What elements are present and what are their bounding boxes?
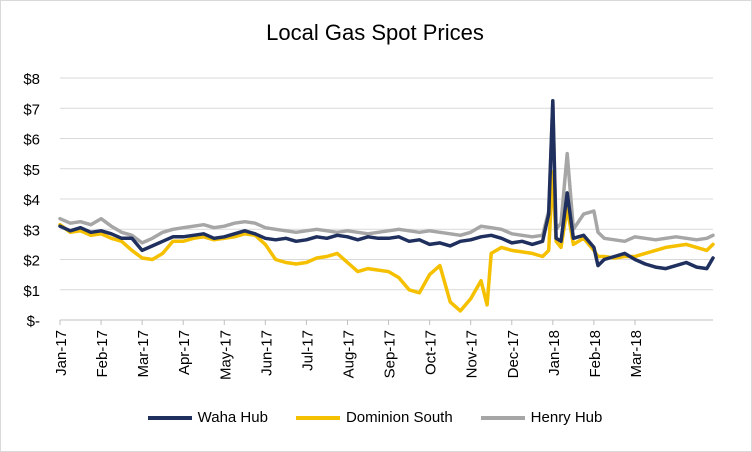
series-line-waha-hub xyxy=(58,98,715,271)
x-tick-label: Apr-17 xyxy=(176,330,193,375)
x-tick-label: May-17 xyxy=(217,330,234,380)
legend-label-waha: Waha Hub xyxy=(197,409,268,426)
y-tick-label: $2 xyxy=(23,253,40,270)
y-tick-label: $1 xyxy=(23,283,40,300)
x-tick-label: Jul-17 xyxy=(299,330,316,371)
series-group xyxy=(58,98,715,313)
series-line-henry-hub xyxy=(58,100,715,245)
y-tick-label: $8 xyxy=(23,71,40,88)
chart-title: Local Gas Spot Prices xyxy=(266,20,484,45)
x-tick-label: Jun-17 xyxy=(258,330,275,376)
y-tick-label: $5 xyxy=(23,162,40,179)
y-tick-label: $7 xyxy=(23,101,40,118)
axes: $- $1 $2 $3 $4 $5 $6 $7 $8 Jan-17 Feb-17 Mar-17 Apr-… xyxy=(23,71,713,380)
legend-label-henry: Henry Hub xyxy=(530,409,603,426)
y-tick-label: $- xyxy=(27,313,40,330)
y-tick-label: $4 xyxy=(23,192,40,209)
x-tick-label: Sep-17 xyxy=(382,330,399,378)
x-tick-label: Aug-17 xyxy=(340,330,357,378)
legend-label-dominion: Dominion South xyxy=(345,409,453,426)
legend-swatch-dominion xyxy=(295,415,340,420)
y-tick-label: $6 xyxy=(23,132,40,149)
x-tick-label: Nov-17 xyxy=(464,330,481,378)
x-tick-label: Mar-18 xyxy=(628,330,645,378)
legend-item-waha: Waha Hub xyxy=(147,409,268,426)
x-tick-label: Dec-17 xyxy=(505,330,522,378)
x-tick-label: Mar-17 xyxy=(135,330,152,378)
legend-item-dominion: Dominion South xyxy=(295,409,453,426)
x-tick-label: Oct-17 xyxy=(423,330,440,375)
x-tick-label: Feb-18 xyxy=(587,330,604,378)
legend-swatch-henry xyxy=(480,415,525,420)
y-tick-label: $3 xyxy=(23,222,40,239)
legend: Waha Hub Dominion South Henry Hub xyxy=(0,409,750,426)
x-tick-label: Feb-17 xyxy=(94,330,111,378)
x-tick-label: Jan-17 xyxy=(53,330,70,376)
gridlines xyxy=(60,77,713,321)
legend-item-henry: Henry Hub xyxy=(480,409,603,426)
legend-swatch-waha xyxy=(147,415,192,420)
x-tick-label: Jan-18 xyxy=(546,330,563,376)
series-line-dominion-south xyxy=(58,170,715,313)
